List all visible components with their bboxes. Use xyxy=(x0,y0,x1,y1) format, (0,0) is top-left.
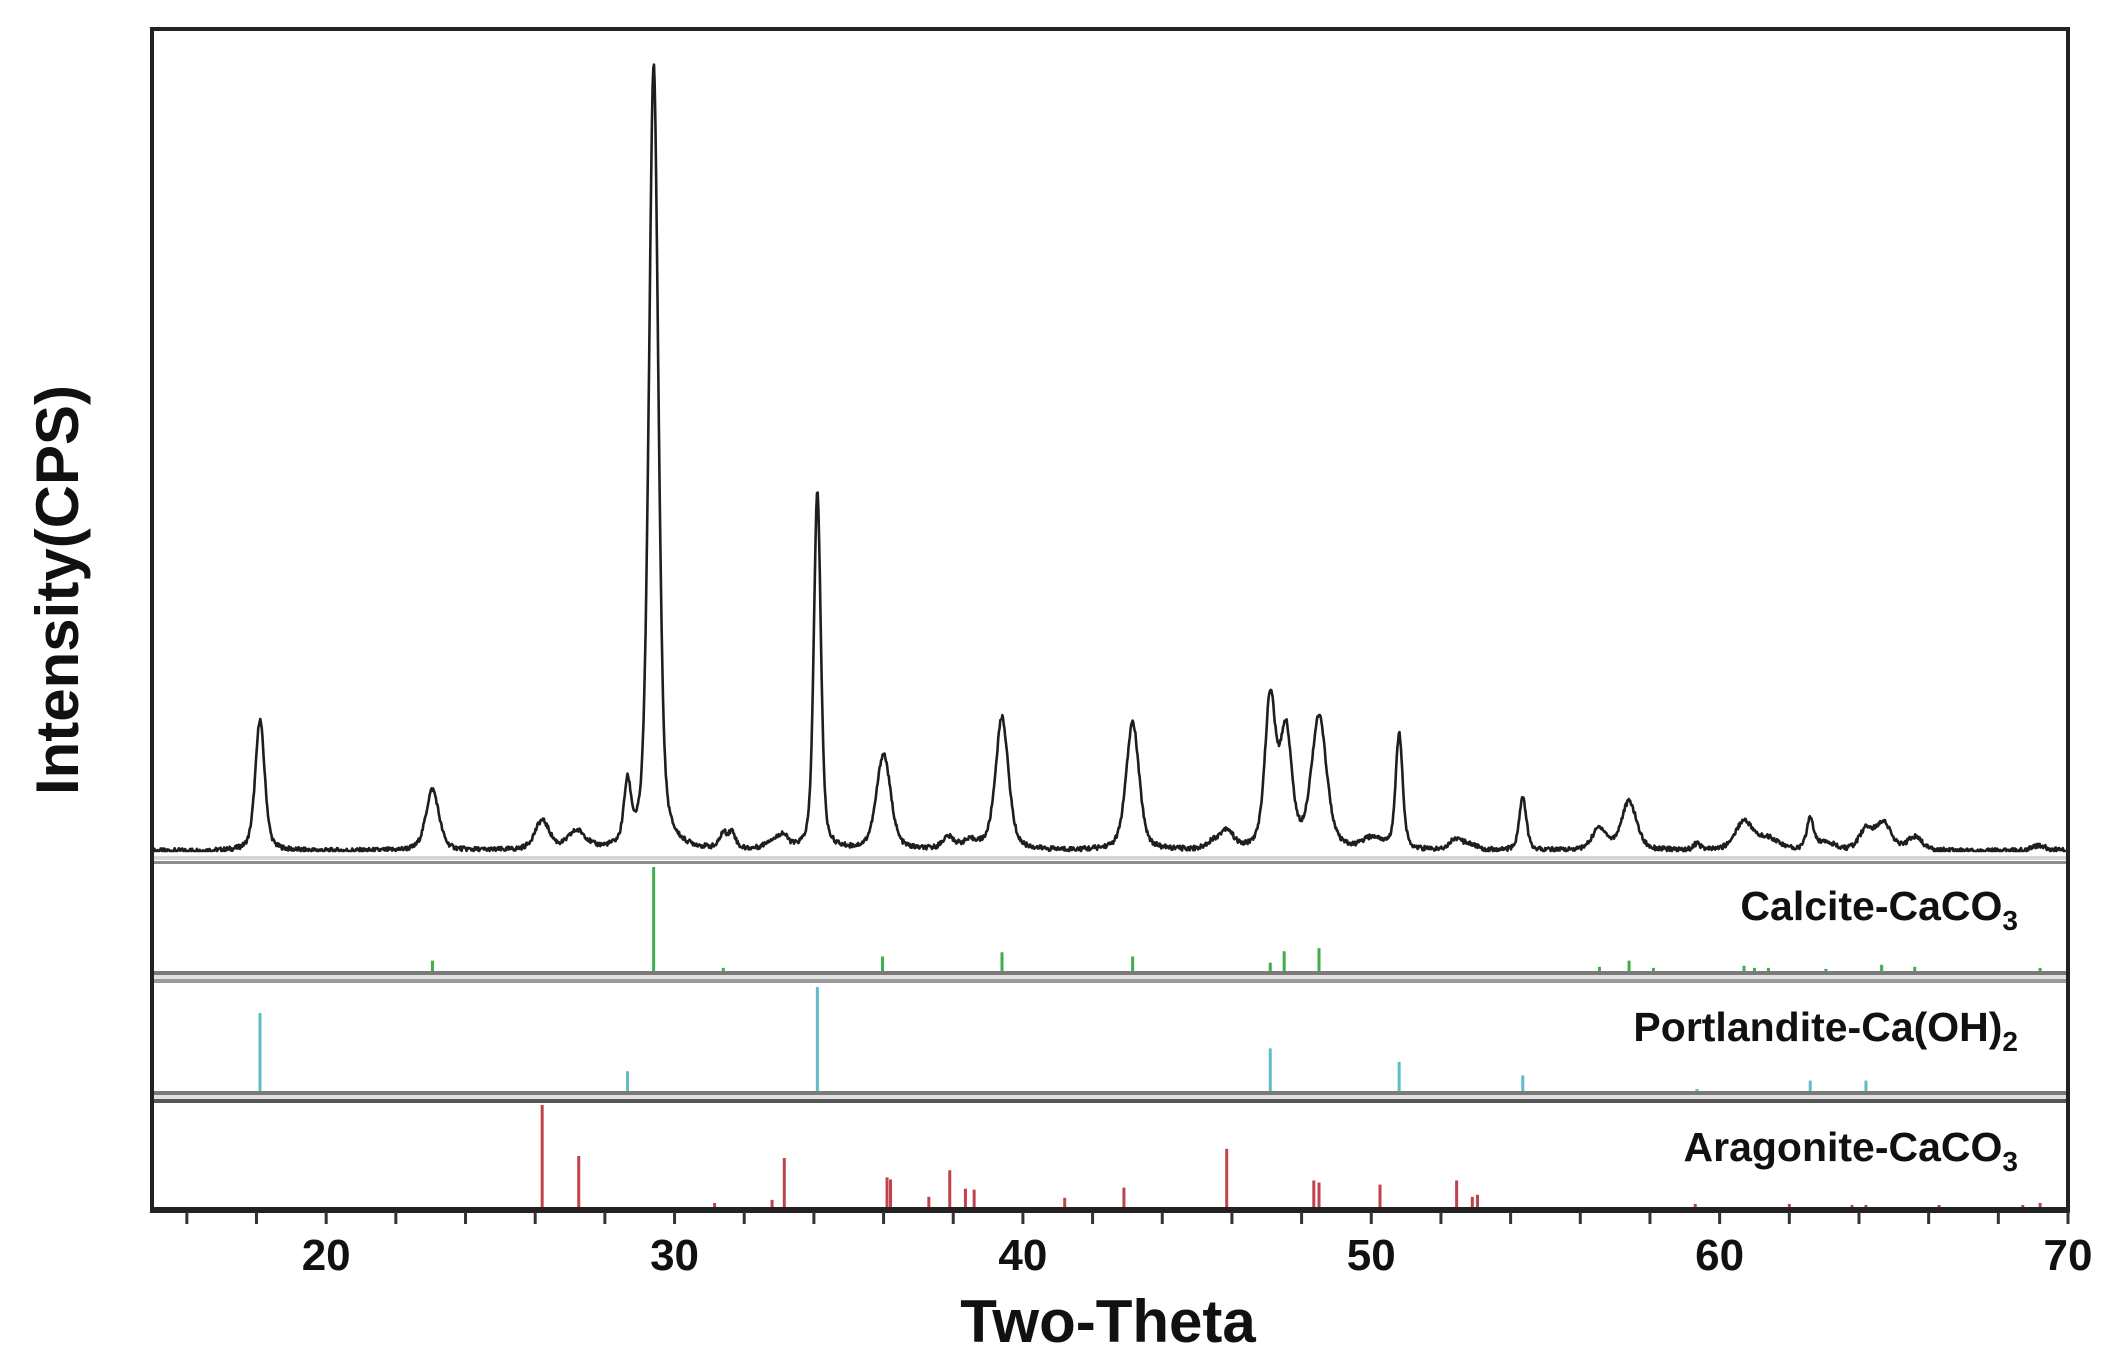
y-axis: Intensity(CPS) xyxy=(24,385,91,795)
x-tick-label: 20 xyxy=(302,1231,351,1280)
portlandite-label-subscript: 2 xyxy=(2002,1026,2018,1057)
divider-calcite-portlandite-gap xyxy=(154,975,2066,979)
aragonite-label-main: Aragonite-CaCO xyxy=(1684,1124,2003,1170)
divider-portlandite-aragonite-gap xyxy=(154,1095,2066,1099)
portlandite-label: Portlandite-Ca(OH)2 xyxy=(1633,1004,2018,1057)
plot-area: Calcite-CaCO3 Portlandite-Ca(OH)2 Aragon… xyxy=(150,27,2070,1213)
aragonite-reference-sticks xyxy=(540,1105,2042,1207)
aragonite-label-subscript: 3 xyxy=(2002,1146,2018,1177)
measured-pattern-panel xyxy=(152,63,2067,853)
x-axis-line xyxy=(150,1207,2070,1213)
x-tick-label: 50 xyxy=(1347,1231,1396,1280)
aragonite-label: Aragonite-CaCO3 xyxy=(1684,1124,2019,1177)
divider-calcite-portlandite-line xyxy=(154,979,2066,983)
x-tick-label: 30 xyxy=(650,1231,699,1280)
x-tick-label: 60 xyxy=(1695,1231,1744,1280)
x-tick-label: 40 xyxy=(998,1231,1047,1280)
x-axis-tick-labels: 20 30 40 50 60 70 xyxy=(302,1231,2093,1280)
calcite-label: Calcite-CaCO3 xyxy=(1740,883,2018,936)
x-tick-label: 70 xyxy=(2044,1231,2093,1280)
x-axis: 20 30 40 50 60 70 Two-Theta xyxy=(150,1207,2092,1355)
calcite-label-main: Calcite-CaCO xyxy=(1740,883,2002,929)
portlandite-label-main: Portlandite-Ca(OH) xyxy=(1633,1004,2002,1050)
portlandite-reference-sticks xyxy=(258,987,1868,1091)
panel-dividers xyxy=(154,856,2066,1103)
divider-portlandite-aragonite xyxy=(154,1091,2066,1095)
x-axis-title: Two-Theta xyxy=(960,1288,1256,1355)
divider-calcite-portlandite xyxy=(154,971,2066,975)
plot-frame xyxy=(150,27,2070,1213)
measured-pattern-line xyxy=(152,63,2067,853)
divider-main-calcite xyxy=(154,856,2066,860)
divider-portlandite-aragonite-line xyxy=(154,1099,2066,1103)
y-axis-title: Intensity(CPS) xyxy=(24,385,91,795)
divider-main-calcite-line xyxy=(154,861,2066,864)
x-axis-ticks xyxy=(185,1212,2070,1224)
calcite-label-subscript: 3 xyxy=(2002,905,2018,936)
calcite-reference-sticks xyxy=(430,867,2042,971)
